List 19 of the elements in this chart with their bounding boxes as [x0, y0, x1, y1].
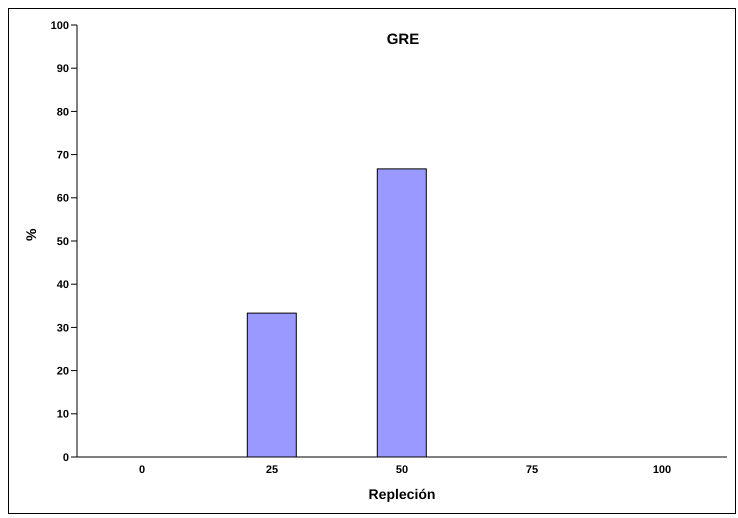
y-tick-label: 40 [56, 279, 69, 292]
y-tick-label: 0 [62, 452, 69, 464]
chart-title: GRE [386, 31, 420, 48]
y-tick-label: 80 [56, 106, 69, 118]
x-tick-label: 0 [138, 464, 146, 476]
y-tick-label: 10 [56, 408, 69, 421]
y-tick-label: 20 [56, 366, 69, 378]
y-tick-label: 70 [56, 150, 69, 162]
y-axis-title: % [22, 228, 39, 241]
x-axis-title: Repleción [368, 486, 436, 502]
x-tick-label: 75 [526, 464, 538, 476]
x-tick-label: 50 [396, 464, 408, 476]
y-tick-label: 50 [56, 236, 69, 248]
x-tick-label: 100 [652, 464, 672, 476]
x-tick-label: 25 [266, 464, 278, 476]
y-tick-label: 90 [56, 63, 69, 76]
y-tick-label: 30 [56, 322, 69, 334]
y-tick-label: 60 [56, 192, 69, 205]
y-tick-label: 100 [50, 20, 69, 32]
